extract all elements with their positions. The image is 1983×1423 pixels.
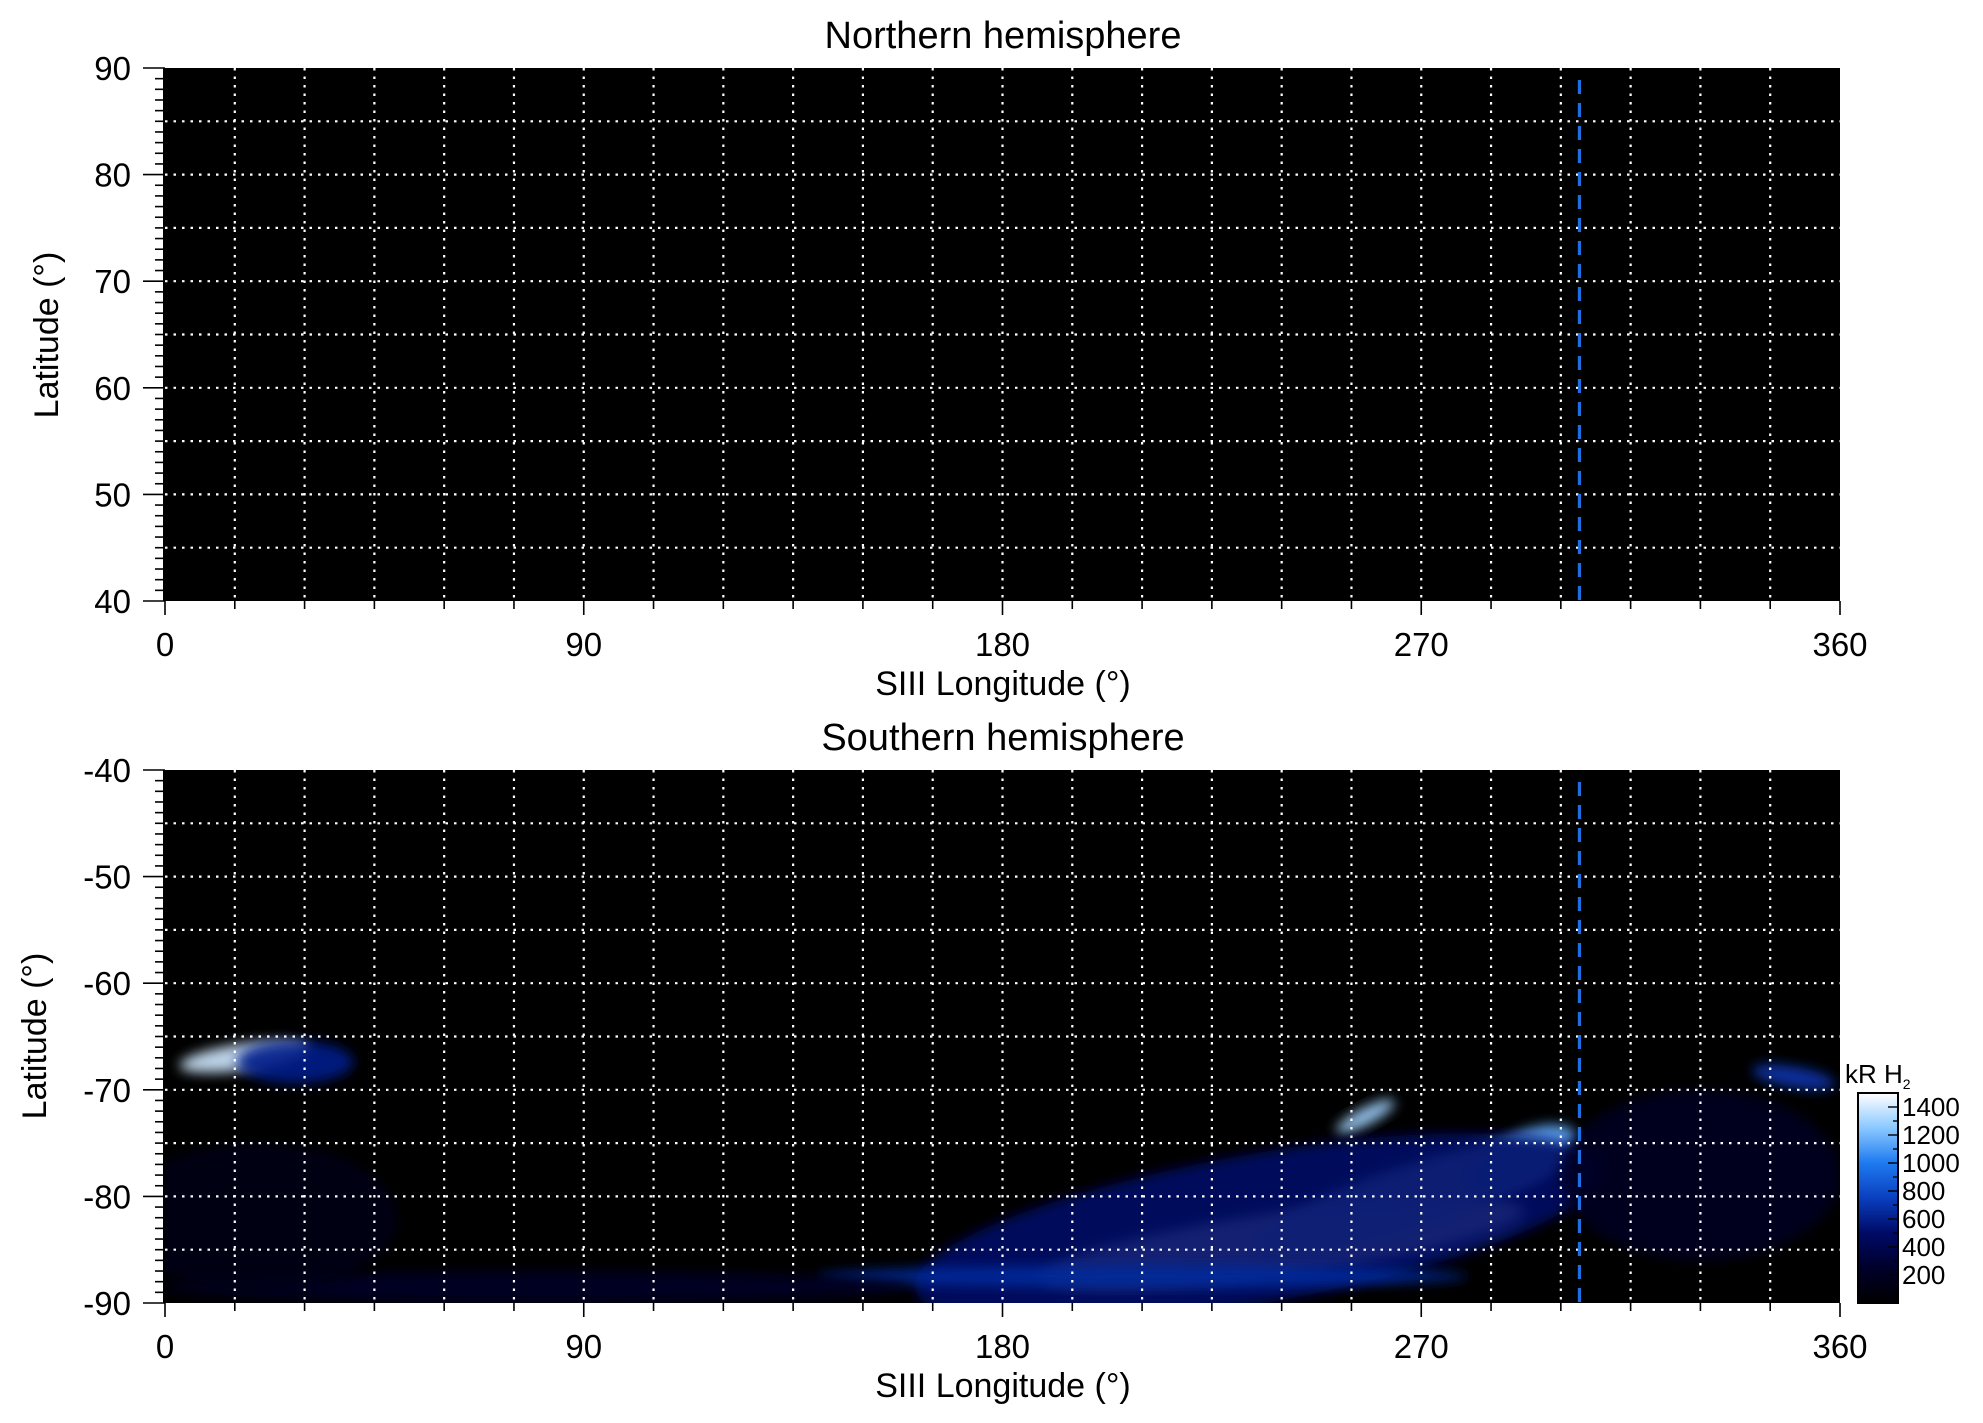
north-y-tick-label: 40 bbox=[94, 583, 131, 620]
south-x-tick-label: 180 bbox=[975, 1328, 1030, 1365]
north-y-tick-label: 90 bbox=[94, 50, 131, 87]
north-x-tick-label: 360 bbox=[1812, 626, 1867, 663]
south-y-tick-label: -40 bbox=[83, 752, 131, 789]
colorbar-gradient bbox=[1857, 1092, 1899, 1304]
south-x-tick-label: 360 bbox=[1812, 1328, 1867, 1365]
north-y-axis-label: Latitude (°) bbox=[28, 252, 66, 419]
south-x-axis-label: SIII Longitude (°) bbox=[875, 1367, 1131, 1405]
colorbar-tick-label: 1400 bbox=[1902, 1092, 1960, 1122]
colorbar-tick-label: 800 bbox=[1902, 1176, 1945, 1206]
northern-hemisphere-panel: Northern hemisphere 40 50 60 70 80 90 0 90 180 2… bbox=[28, 15, 1868, 703]
south-y-axis-label: Latitude (°) bbox=[16, 953, 54, 1120]
north-y-tick-label: 50 bbox=[94, 476, 131, 513]
north-grid bbox=[165, 68, 1840, 601]
south-y-axis: -40 -50 -60 -70 -80 -90 bbox=[83, 752, 165, 1322]
north-x-tick-label: 180 bbox=[975, 626, 1030, 663]
colorbar-tick-label: 600 bbox=[1902, 1204, 1945, 1234]
south-emission-region bbox=[165, 1143, 398, 1293]
south-y-tick-label: -70 bbox=[83, 1072, 131, 1109]
colorbar-label-main: kR H bbox=[1845, 1059, 1903, 1089]
colorbar-label-subscript: 2 bbox=[1903, 1076, 1911, 1092]
south-x-tick-label: 270 bbox=[1394, 1328, 1449, 1365]
north-x-tick-label: 0 bbox=[156, 626, 174, 663]
south-x-axis: 0 90 180 270 360 bbox=[156, 1303, 1868, 1365]
southern-hemisphere-panel: Southern hemisphere -40 -50 -60 -70 -80 -90 0… bbox=[16, 717, 1868, 1405]
colorbar-label: kR H2 bbox=[1845, 1059, 1911, 1092]
north-y-axis: 40 50 60 70 80 90 bbox=[94, 50, 165, 620]
south-emission-region bbox=[816, 1265, 1468, 1288]
south-emission-region bbox=[1336, 1099, 1395, 1134]
colorbar-tick-label: 1000 bbox=[1902, 1148, 1960, 1178]
south-y-tick-label: -80 bbox=[83, 1178, 131, 1215]
south-x-tick-label: 0 bbox=[156, 1328, 174, 1365]
north-y-tick-label: 80 bbox=[94, 157, 131, 194]
north-plot-area bbox=[165, 68, 1840, 601]
colorbar-tick-label: 400 bbox=[1902, 1232, 1945, 1262]
north-x-axis-label: SIII Longitude (°) bbox=[875, 665, 1131, 703]
north-y-tick-label: 70 bbox=[94, 263, 131, 300]
south-emission-layer bbox=[165, 1040, 1840, 1303]
colorbar-tick-label: 1200 bbox=[1902, 1120, 1960, 1150]
south-emission-region bbox=[1752, 1064, 1835, 1090]
south-title: Southern hemisphere bbox=[821, 717, 1184, 759]
south-emission-region bbox=[237, 1040, 354, 1084]
south-x-tick-label: 90 bbox=[565, 1328, 602, 1365]
north-y-tick-label: 60 bbox=[94, 370, 131, 407]
north-x-tick-label: 90 bbox=[565, 626, 602, 663]
colorbar-tick-label: 200 bbox=[1902, 1260, 1945, 1290]
north-title: Northern hemisphere bbox=[825, 15, 1182, 57]
south-y-tick-label: -90 bbox=[83, 1285, 131, 1322]
south-emission-region bbox=[1560, 1089, 1840, 1261]
north-x-tick-label: 270 bbox=[1394, 626, 1449, 663]
north-x-axis: 0 90 180 270 360 bbox=[156, 601, 1868, 663]
south-emission-region bbox=[165, 1271, 910, 1303]
south-grid bbox=[165, 770, 1840, 1303]
south-y-tick-label: -50 bbox=[83, 859, 131, 896]
south-y-tick-label: -60 bbox=[83, 965, 131, 1002]
